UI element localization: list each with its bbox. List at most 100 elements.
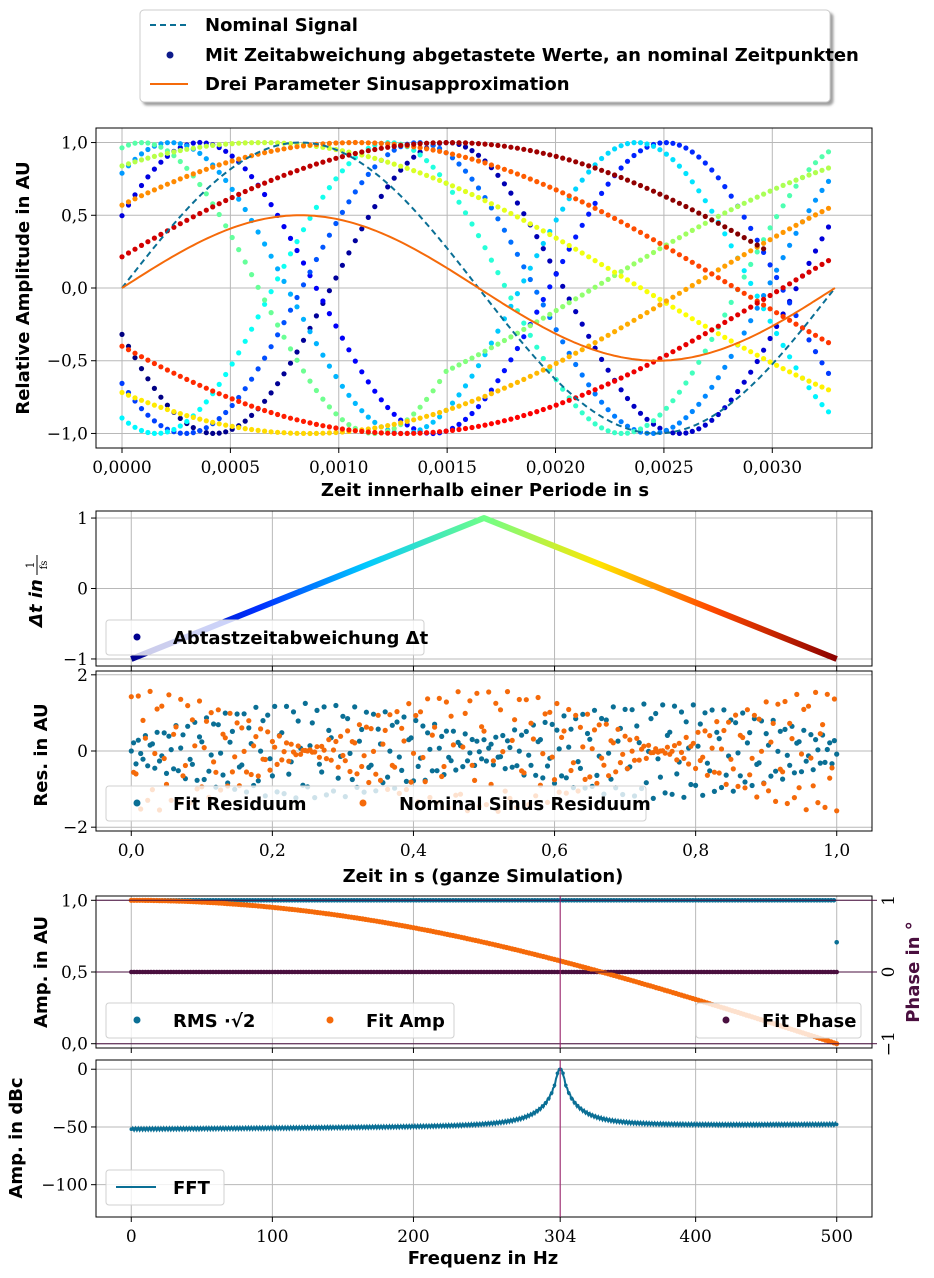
sampled-point xyxy=(761,356,767,362)
sampled-point xyxy=(527,147,533,154)
nominal-residuum-point xyxy=(152,750,158,757)
sampled-point xyxy=(819,336,825,342)
sampled-point xyxy=(547,231,553,238)
sampled-point xyxy=(521,412,527,419)
sampled-point xyxy=(534,253,540,259)
sampled-point xyxy=(307,420,313,426)
sampled-point xyxy=(767,188,773,194)
nominal-residuum-point xyxy=(133,771,139,777)
fit-residuum-point xyxy=(504,738,511,744)
sampled-point xyxy=(197,169,203,175)
nominal-residuum-point xyxy=(166,692,172,698)
sampled-point xyxy=(164,402,170,408)
sampled-point xyxy=(488,387,494,393)
fit-residuum-point xyxy=(763,731,769,737)
nominal-residuum-point xyxy=(229,769,235,775)
sampled-point xyxy=(119,213,125,219)
sampled-point xyxy=(229,141,235,147)
nominal-residuum-point xyxy=(316,754,322,760)
fit-residuum-point xyxy=(702,710,708,716)
sampled-point xyxy=(579,199,585,205)
sampled-point xyxy=(449,189,456,195)
sampled-point xyxy=(138,193,145,199)
sampled-point xyxy=(644,422,650,428)
fit-residuum-point xyxy=(671,703,678,709)
sampled-point xyxy=(761,293,767,299)
panel-deviation-ylabel-text: Δt in xyxy=(26,579,47,629)
sampled-point xyxy=(125,161,132,167)
sampled-point xyxy=(249,140,255,146)
fit-residuum-point xyxy=(733,720,739,726)
y2-tick-label: −1 xyxy=(879,1031,899,1056)
sampled-point xyxy=(300,165,307,171)
fft-point xyxy=(279,1126,283,1130)
sampled-point xyxy=(424,396,430,402)
sampled-point xyxy=(586,333,592,339)
sampled-point xyxy=(534,224,540,230)
nominal-residuum-point xyxy=(272,744,278,750)
sampled-point xyxy=(540,406,546,413)
fit-residuum-point xyxy=(650,795,656,802)
sampled-point xyxy=(754,305,760,311)
fit-residuum-point xyxy=(356,738,362,744)
fit-residuum-point xyxy=(519,732,525,738)
fft-point xyxy=(767,1122,771,1127)
sampled-point xyxy=(411,168,417,174)
fit-residuum-point xyxy=(655,756,661,762)
fit-residuum-point xyxy=(140,756,146,762)
panel-residuals-legend: Fit Residuum Nominal Sinus Residuum xyxy=(105,785,651,822)
legend-sampled-values-label: Mit Zeitabweichung abgetastete Werte, an… xyxy=(205,45,859,66)
sampled-point xyxy=(281,172,287,178)
fit-residuum-point xyxy=(196,734,203,740)
fft-point xyxy=(648,1121,653,1126)
sampled-point xyxy=(326,140,332,146)
fft-point xyxy=(439,1124,444,1128)
nominal-residuum-point xyxy=(646,742,652,748)
sampled-point xyxy=(488,162,494,168)
fit-residuum-point xyxy=(131,740,137,746)
fft-point xyxy=(245,1126,249,1131)
sampled-point xyxy=(430,147,436,153)
sampled-point xyxy=(605,265,611,271)
nominal-residuum-point xyxy=(624,766,631,772)
sampled-point xyxy=(488,142,494,148)
sampled-point xyxy=(346,347,352,353)
panel-amplitude-ticks: 0,00,51,0−101 xyxy=(61,891,899,1056)
sampled-point xyxy=(411,430,417,436)
sampled-point xyxy=(326,424,332,430)
sampled-point xyxy=(624,265,631,271)
fft-point xyxy=(758,1122,763,1127)
nominal-residuum-point xyxy=(690,740,696,746)
sampled-point xyxy=(702,160,708,166)
sampled-point xyxy=(210,164,216,170)
nominal-residuum-point xyxy=(603,721,609,727)
x-tick-label: 400 xyxy=(679,1227,711,1247)
sampled-point xyxy=(249,326,255,332)
fft-point xyxy=(600,1117,605,1121)
sampled-point xyxy=(748,225,754,231)
sampled-point xyxy=(631,261,637,267)
panel-amplitude-legend-right: Fit Phase xyxy=(695,1002,862,1039)
fit-residuum-point xyxy=(319,769,325,775)
sampled-point xyxy=(216,391,222,397)
panel-residuals: 0,0 0,2 0,4 0,6 0,8 1,0−202 Res. in AU Zeit i… xyxy=(31,666,873,887)
nominal-residuum-point xyxy=(399,725,405,731)
sampled-point xyxy=(599,425,605,431)
sampled-point xyxy=(203,156,209,162)
sampled-point xyxy=(482,245,488,251)
fit-residuum-point xyxy=(239,762,245,768)
fft-point xyxy=(707,1122,712,1127)
fit-residuum-point xyxy=(690,702,696,708)
fit-residuum-point xyxy=(493,734,499,740)
fft-point xyxy=(383,1125,388,1129)
sampled-point xyxy=(300,227,307,233)
fft-point xyxy=(719,1122,723,1127)
sampled-point xyxy=(190,430,196,436)
sampled-point xyxy=(216,430,222,436)
fft-point xyxy=(589,1113,593,1117)
fft-point xyxy=(713,1122,718,1127)
sampled-point xyxy=(657,191,663,197)
fft-point xyxy=(507,1119,512,1123)
sampled-point xyxy=(579,321,585,327)
fft-point xyxy=(349,1125,354,1130)
